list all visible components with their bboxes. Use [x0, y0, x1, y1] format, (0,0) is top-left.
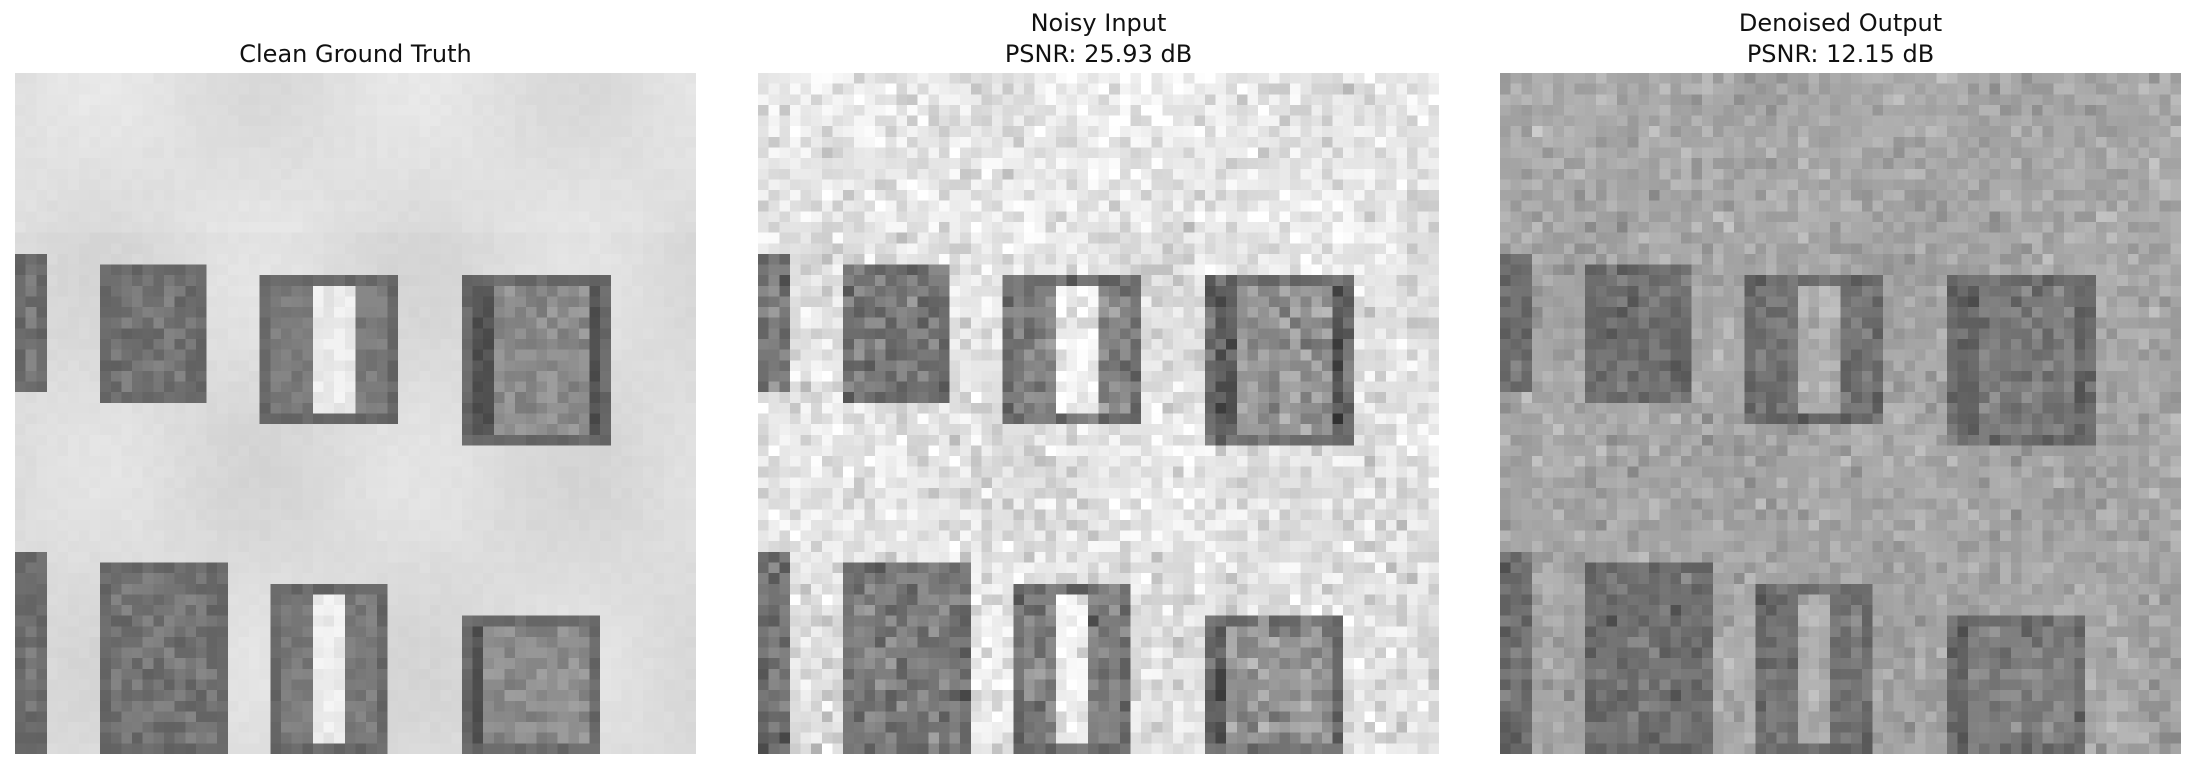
- panel-denoised-output: Denoised Output PSNR: 12.15 dB: [1500, 0, 2181, 770]
- panel-title: Denoised Output PSNR: 12.15 dB: [1500, 8, 2181, 70]
- panel-noisy-input: Noisy Input PSNR: 25.93 dB: [758, 0, 1439, 770]
- psnr-label: PSNR: 12.15 dB: [1746, 40, 1935, 68]
- panel-title-line: Noisy Input: [1030, 9, 1167, 37]
- psnr-label: PSNR: 25.93 dB: [1004, 40, 1193, 68]
- noisy-image: [758, 73, 1439, 754]
- panel-title: Noisy Input PSNR: 25.93 dB: [758, 8, 1439, 70]
- clean-image: [15, 73, 696, 754]
- panel-title: Clean Ground Truth: [15, 39, 696, 70]
- panel-title-line: Denoised Output: [1738, 9, 1943, 37]
- panel-title-line: Clean Ground Truth: [239, 40, 472, 68]
- denoised-image: [1500, 73, 2181, 754]
- panel-clean-ground-truth: Clean Ground Truth: [15, 0, 696, 770]
